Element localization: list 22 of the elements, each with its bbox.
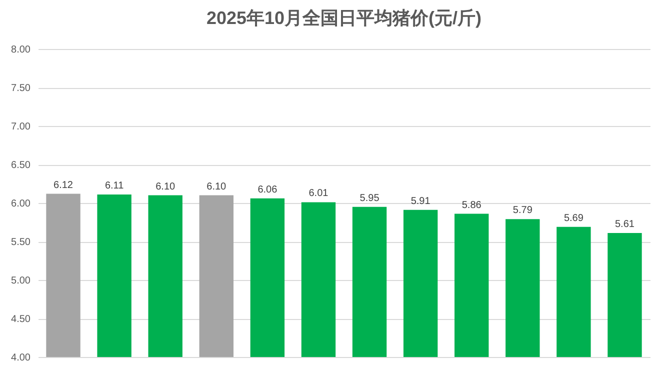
data-label: 6.10: [156, 181, 176, 192]
y-tick-label: 5.50: [11, 237, 31, 248]
data-label: 6.10: [206, 181, 227, 192]
y-tick-label: 6.50: [11, 160, 31, 171]
data-label: 6.01: [308, 188, 329, 200]
y-tick-label: 5.00: [11, 276, 31, 286]
data-label: 5.79: [512, 205, 533, 216]
data-label: 6.11: [104, 180, 124, 192]
y-tick-label: 7.50: [11, 83, 31, 94]
y-tick-label: 4.00: [11, 352, 31, 364]
data-label: 5.86: [462, 200, 482, 211]
y-tick-label: 4.50: [11, 314, 31, 325]
chart-title: 2025年10月全国日平均猪价(元/斤): [206, 8, 482, 28]
data-label: 6.06: [258, 184, 278, 196]
y-tick-label: 6.00: [11, 198, 31, 210]
data-label: 5.91: [410, 196, 431, 207]
data-label: 5.69: [564, 212, 584, 224]
data-label: 6.12: [54, 180, 74, 191]
data-label: 5.61: [615, 219, 635, 230]
y-tick-label: 7.00: [11, 122, 31, 132]
y-tick-label: 8.00: [11, 44, 31, 56]
data-label: 5.95: [360, 192, 380, 204]
